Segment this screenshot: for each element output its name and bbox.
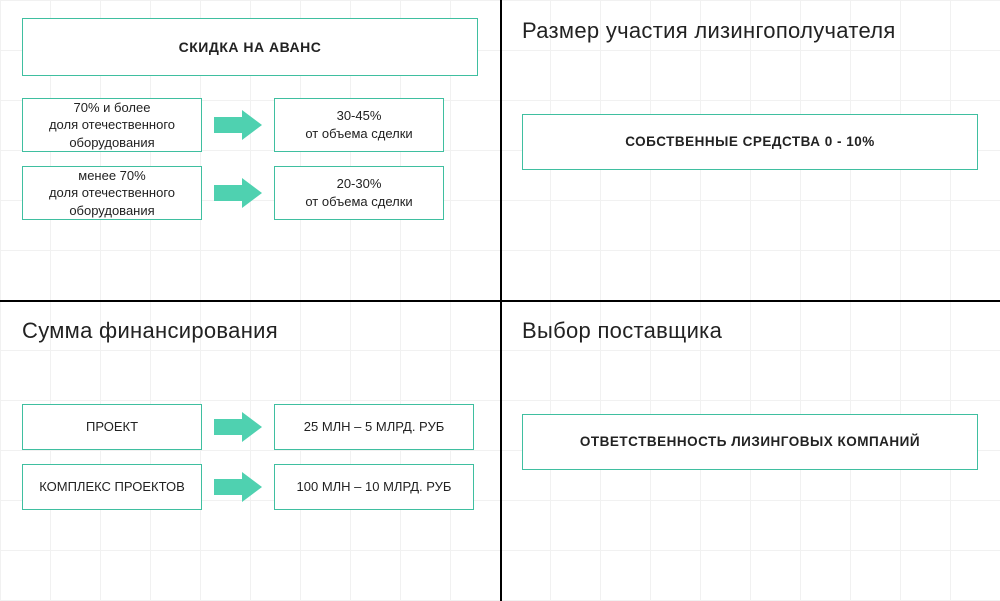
discount-row1-condition: 70% и более доля отечественного оборудов… bbox=[22, 98, 202, 152]
participation-box: СОБСТВЕННЫЕ СРЕДСТВА 0 - 10% bbox=[522, 114, 978, 170]
arrow-right-icon bbox=[214, 178, 262, 208]
discount-header-text: СКИДКА НА АВАНС bbox=[179, 38, 322, 57]
discount-header-box: СКИДКА НА АВАНС bbox=[22, 18, 478, 76]
financing-row1-label: ПРОЕКТ bbox=[22, 404, 202, 450]
discount-row-2: менее 70% доля отечественного оборудован… bbox=[22, 166, 478, 220]
financing-row2-value: 100 МЛН – 10 МЛРД. РУБ bbox=[274, 464, 474, 510]
discount-row2-result-text: 20-30% от объема сделки bbox=[305, 175, 412, 210]
panel-participation: Размер участия лизингополучателя СОБСТВЕ… bbox=[500, 0, 1000, 300]
panel-discount: СКИДКА НА АВАНС 70% и более доля отечест… bbox=[0, 0, 500, 300]
financing-row-1: ПРОЕКТ 25 МЛН – 5 МЛРД. РУБ bbox=[22, 404, 478, 450]
panel-financing: Сумма финансирования ПРОЕКТ 25 МЛН – 5 М… bbox=[0, 300, 500, 600]
financing-row2-value-text: 100 МЛН – 10 МЛРД. РУБ bbox=[297, 478, 452, 496]
supplier-box: ОТВЕТСТВЕННОСТЬ ЛИЗИНГОВЫХ КОМПАНИЙ bbox=[522, 414, 978, 470]
participation-box-text: СОБСТВЕННЫЕ СРЕДСТВА 0 - 10% bbox=[625, 133, 874, 151]
financing-row1-label-text: ПРОЕКТ bbox=[86, 418, 138, 436]
panel-supplier: Выбор поставщика ОТВЕТСТВЕННОСТЬ ЛИЗИНГО… bbox=[500, 300, 1000, 600]
discount-row-1: 70% и более доля отечественного оборудов… bbox=[22, 98, 478, 152]
arrow-right-icon bbox=[214, 110, 262, 140]
financing-row2-label-text: КОМПЛЕКС ПРОЕКТОВ bbox=[39, 478, 185, 496]
supplier-box-text: ОТВЕТСТВЕННОСТЬ ЛИЗИНГОВЫХ КОМПАНИЙ bbox=[580, 433, 920, 451]
financing-row1-value-text: 25 МЛН – 5 МЛРД. РУБ bbox=[304, 418, 444, 436]
financing-title: Сумма финансирования bbox=[22, 318, 478, 344]
financing-row2-label: КОМПЛЕКС ПРОЕКТОВ bbox=[22, 464, 202, 510]
participation-title: Размер участия лизингополучателя bbox=[522, 18, 978, 44]
discount-row1-result-text: 30-45% от объема сделки bbox=[305, 107, 412, 142]
horizontal-divider bbox=[0, 300, 1000, 302]
discount-row1-result: 30-45% от объема сделки bbox=[274, 98, 444, 152]
financing-row-2: КОМПЛЕКС ПРОЕКТОВ 100 МЛН – 10 МЛРД. РУБ bbox=[22, 464, 478, 510]
discount-row1-condition-text: 70% и более доля отечественного оборудов… bbox=[49, 99, 175, 152]
financing-row1-value: 25 МЛН – 5 МЛРД. РУБ bbox=[274, 404, 474, 450]
supplier-title: Выбор поставщика bbox=[522, 318, 978, 344]
discount-row2-result: 20-30% от объема сделки bbox=[274, 166, 444, 220]
discount-row2-condition-text: менее 70% доля отечественного оборудован… bbox=[49, 167, 175, 220]
arrow-right-icon bbox=[214, 472, 262, 502]
arrow-right-icon bbox=[214, 412, 262, 442]
discount-row2-condition: менее 70% доля отечественного оборудован… bbox=[22, 166, 202, 220]
